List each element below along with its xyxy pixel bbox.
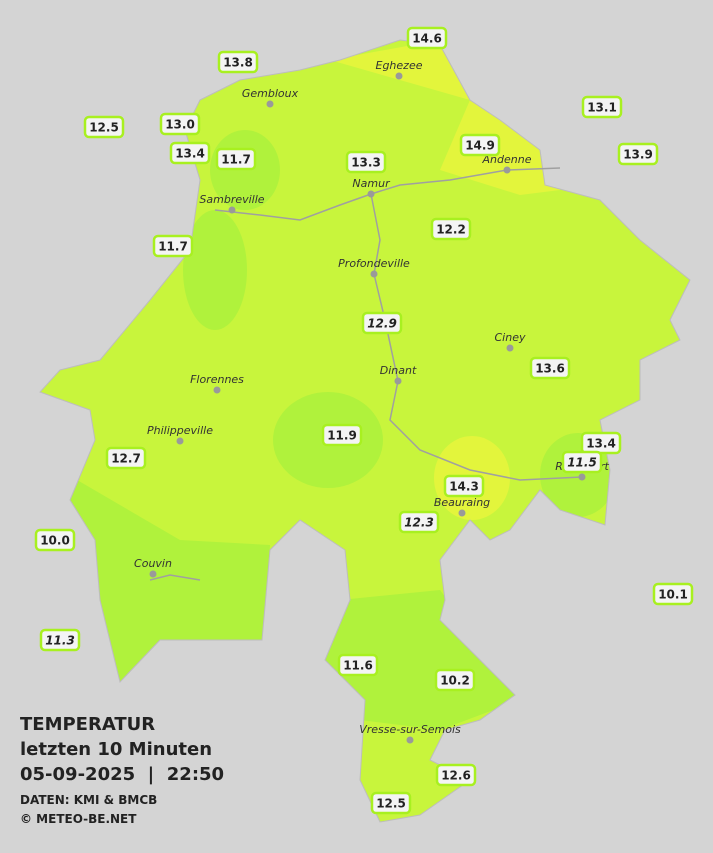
- legend-source: DATEN: KMI & BMCB: [20, 793, 157, 807]
- station-box: [398, 510, 440, 534]
- station-temperature: 10.1: [658, 588, 688, 602]
- city-label: Philippeville: [147, 424, 213, 437]
- station-temperature: 13.8: [223, 56, 253, 70]
- city-dot: [394, 377, 402, 385]
- station-temperature: 14.3: [449, 480, 479, 494]
- station-box: [83, 115, 125, 139]
- station-box: [617, 142, 659, 166]
- station-temperature: 11.9: [327, 429, 357, 443]
- city-label: Beauraing: [434, 496, 490, 509]
- city-label: Couvin: [134, 557, 172, 570]
- station-box: [581, 95, 623, 119]
- city-dot: [266, 100, 274, 108]
- station-box: [321, 423, 363, 447]
- city-label: Sambreville: [199, 193, 264, 206]
- station-temperature: 11.7: [221, 153, 251, 167]
- station-temperature: 14.9: [465, 139, 495, 153]
- city-label: Florennes: [190, 373, 244, 386]
- station-temperature: 12.6: [441, 769, 471, 783]
- city-dot: [406, 736, 414, 744]
- station-temperature: 13.9: [623, 148, 653, 162]
- station-temperature: 13.4: [586, 437, 616, 451]
- legend-datetime: 05-09-2025 | 22:50: [20, 764, 224, 785]
- city-dot: [228, 206, 236, 214]
- city-dot: [213, 386, 221, 394]
- station-temperature: 11.7: [158, 240, 188, 254]
- city-label: Namur: [352, 177, 391, 190]
- station-temperature: 12.2: [436, 223, 466, 237]
- city-label: Vresse-sur-Semois: [359, 723, 461, 736]
- station-temperature: 14.6: [412, 32, 442, 46]
- legend-title: TEMPERATUR: [20, 714, 155, 735]
- station-box: [443, 474, 485, 498]
- city-dot: [176, 437, 184, 445]
- station-box: [337, 653, 379, 677]
- city-dot: [578, 473, 586, 481]
- station-temperature: 12.3: [404, 516, 434, 530]
- station-box: [652, 582, 694, 606]
- station-temperature: 12.5: [89, 121, 119, 135]
- station-temperature: 12.7: [111, 452, 141, 466]
- station-temperature: 13.0: [165, 118, 195, 132]
- station-box: [435, 763, 477, 787]
- station-box: [215, 147, 257, 171]
- station-box: [169, 141, 211, 165]
- station-box: [152, 234, 194, 258]
- city-label: Gembloux: [242, 87, 299, 100]
- city-dot: [370, 270, 378, 278]
- station-temperature: 13.6: [535, 362, 565, 376]
- station-temperature: 12.5: [376, 797, 406, 811]
- city-dot: [395, 72, 403, 80]
- city-dot: [503, 166, 511, 174]
- station-box: [406, 26, 448, 50]
- city-dot: [506, 344, 514, 352]
- legend-subtitle: letzten 10 Minuten: [20, 739, 212, 760]
- city-label: Dinant: [380, 364, 417, 377]
- city-label: Profondeville: [338, 257, 410, 270]
- station-temperature: 10.2: [440, 674, 470, 688]
- station-temperature: 11.6: [343, 659, 373, 673]
- station-temperature: 13.4: [175, 147, 205, 161]
- city-label: Eghezee: [376, 59, 423, 72]
- station-temperature: 10.0: [40, 534, 70, 548]
- city-dot: [458, 509, 466, 517]
- city-dot: [367, 190, 375, 198]
- legend-copyright: © METEO-BE.NET: [20, 812, 137, 826]
- station-temperature: 13.1: [587, 101, 617, 115]
- city-dot: [149, 570, 157, 578]
- station-box: [159, 112, 201, 136]
- station-box: [34, 528, 76, 552]
- city-label: Ciney: [495, 331, 526, 344]
- station-temperature: 11.5: [567, 456, 597, 470]
- stations: 13.8 14.6 12.5 13.0 13.1 13.4 11.7 13.3 14.9 13.9…: [34, 26, 694, 815]
- station-box: [434, 668, 476, 692]
- station-box: [105, 446, 147, 470]
- station-temperature: 11.3: [45, 634, 75, 648]
- station-box: [217, 50, 259, 74]
- station-temperature: 12.9: [367, 317, 397, 331]
- station-temperature: 13.3: [351, 156, 381, 170]
- station-box: [430, 217, 472, 241]
- station-box: [529, 356, 571, 380]
- station-box: [561, 450, 603, 474]
- station-box: [459, 133, 501, 157]
- station-box: [39, 628, 81, 652]
- station-box: [361, 311, 403, 335]
- station-box: [345, 150, 387, 174]
- station-box: [370, 791, 412, 815]
